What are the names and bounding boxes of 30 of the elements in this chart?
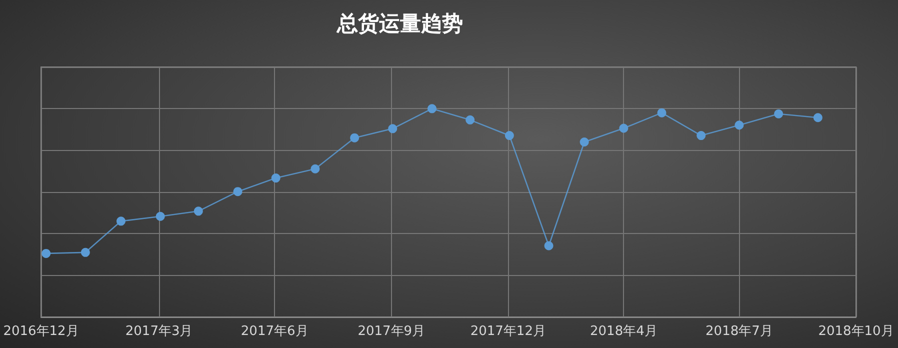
x-tick-label: 2017年9月 <box>358 324 426 339</box>
point <box>774 109 784 118</box>
point <box>813 113 822 122</box>
point <box>310 164 320 174</box>
point <box>388 124 398 134</box>
point <box>544 241 554 250</box>
point <box>466 115 475 124</box>
point <box>696 131 706 140</box>
point <box>194 206 203 216</box>
x-tick-label: 2017年12月 <box>470 324 546 339</box>
x-tick-label: 2016年12月 <box>3 324 79 339</box>
point <box>80 248 90 257</box>
point <box>619 124 628 133</box>
point <box>350 133 360 142</box>
point <box>657 108 666 118</box>
x-tick-label: 2017年6月 <box>240 324 308 339</box>
point <box>156 212 165 221</box>
x-tick-label: 2018年7月 <box>706 324 773 339</box>
x-tick-label: 2018年10月 <box>818 324 894 339</box>
chart-title: 总货运量趋势 <box>336 12 463 36</box>
x-tick-label: 2017年3月 <box>125 324 193 339</box>
x-tick-label: 2018年4月 <box>590 324 658 339</box>
point <box>580 138 589 146</box>
point <box>233 187 242 196</box>
point <box>428 104 436 114</box>
point <box>734 120 744 130</box>
point <box>504 131 514 140</box>
point <box>42 248 51 258</box>
point <box>271 174 280 183</box>
point <box>116 216 126 226</box>
